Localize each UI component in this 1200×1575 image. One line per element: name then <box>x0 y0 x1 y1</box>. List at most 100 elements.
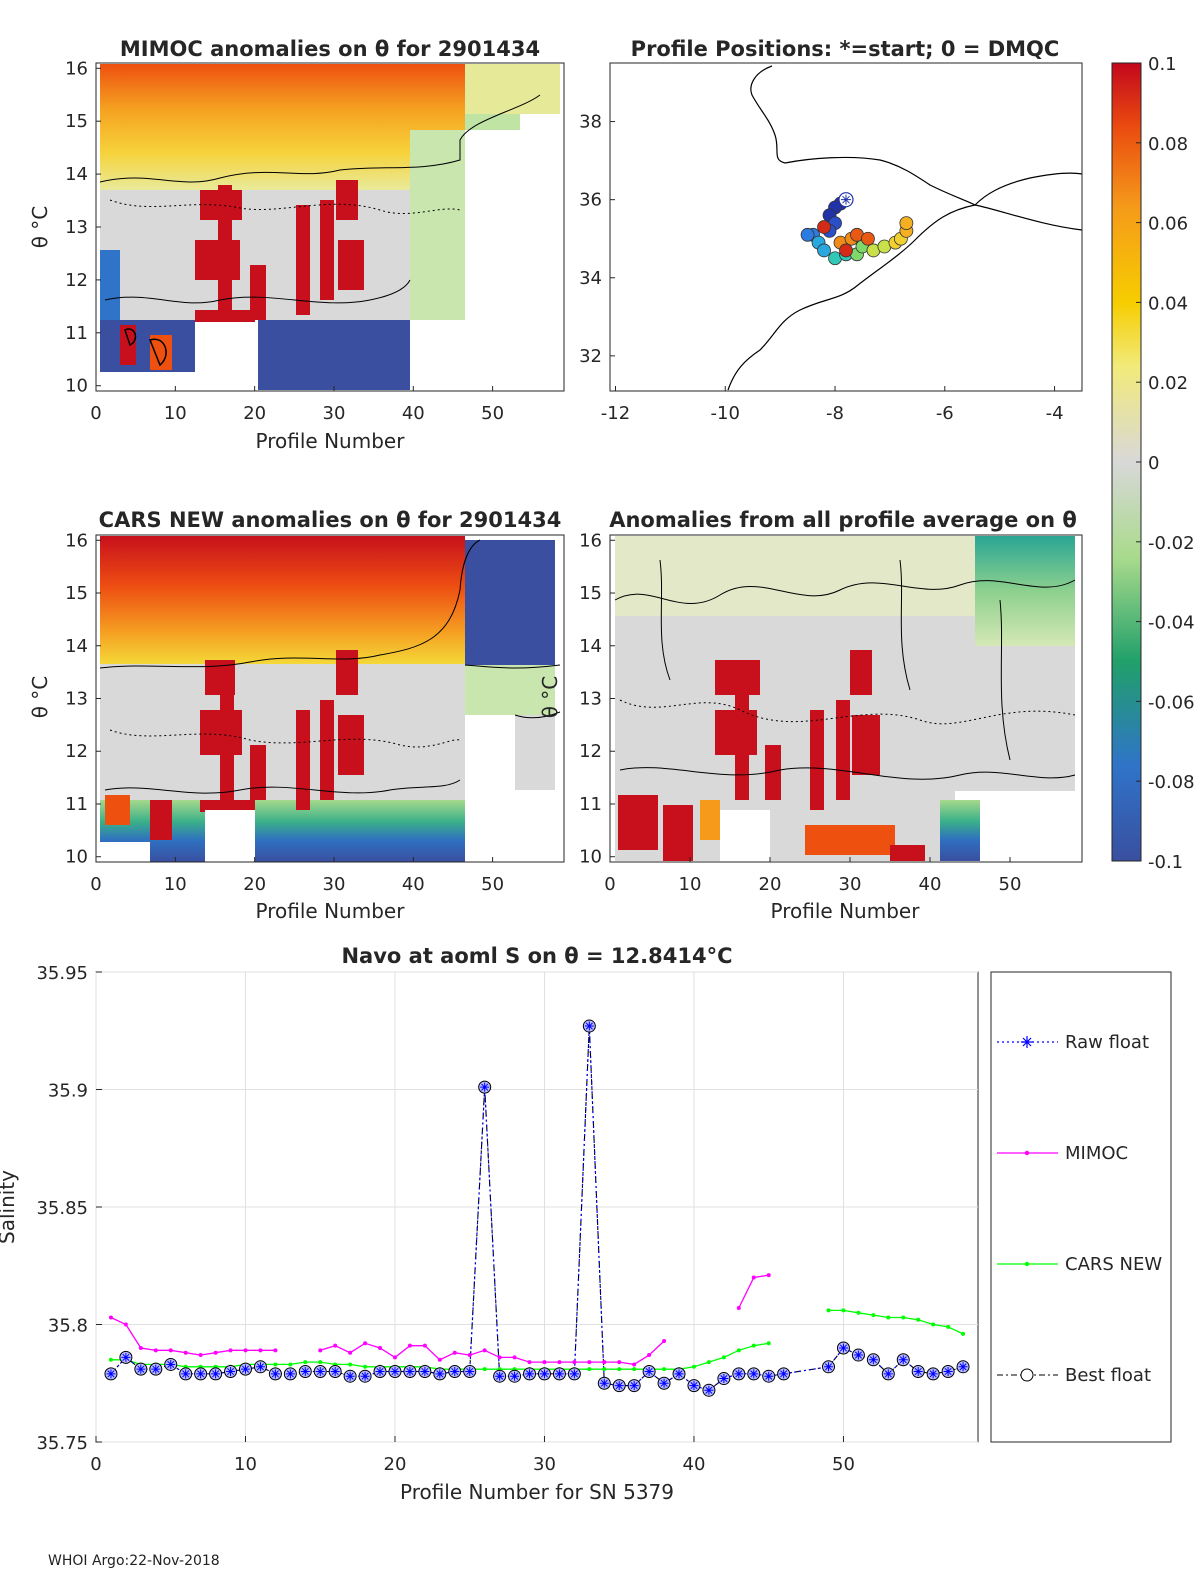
data-point-raw-float <box>166 1359 176 1369</box>
x-tick-label: 40 <box>402 874 425 895</box>
contour-3 <box>619 767 1076 780</box>
data-point-raw-float <box>943 1367 953 1376</box>
profile-position-point <box>839 243 853 258</box>
data-point-mimoc <box>542 1360 547 1365</box>
data-point-mimoc <box>363 1341 368 1346</box>
colorbar-tick-label: -0.04 <box>1148 613 1195 634</box>
y-tick-label: 14 <box>65 164 88 185</box>
colorbar-tick-label: -0.1 <box>1148 852 1183 873</box>
y-tick-label: 14 <box>65 636 88 657</box>
warm-patch-b <box>150 800 172 840</box>
x-tick-label: 30 <box>323 874 346 895</box>
x-tick-label: 20 <box>384 1454 407 1475</box>
coast-iberia <box>750 65 1083 206</box>
streak-3 <box>220 690 234 800</box>
streak-5 <box>296 710 310 810</box>
data-point-mimoc <box>273 1348 278 1353</box>
y-tick-label: 10 <box>65 376 88 397</box>
x-tick-label: 0 <box>90 874 101 895</box>
blank-4 <box>100 842 150 862</box>
data-point-cars-new <box>691 1364 696 1369</box>
streak-3 <box>195 240 240 280</box>
colorbar-tick-label: 0.02 <box>1148 373 1188 394</box>
profile-position-point <box>899 216 914 230</box>
data-point-cars-new <box>856 1310 861 1315</box>
data-point-raw-float <box>584 1021 594 1031</box>
contour-3 <box>104 279 411 304</box>
streak-8 <box>338 715 364 775</box>
mimoc-y-label: θ °C <box>28 206 52 249</box>
data-point-mimoc <box>333 1343 338 1348</box>
contour-2 <box>109 729 461 748</box>
data-point-cars-new <box>602 1367 607 1372</box>
data-point-mimoc <box>153 1348 158 1353</box>
cars-x-ticks: 0 10 20 30 40 50 <box>90 857 504 895</box>
y-tick-label: 36 <box>579 190 602 211</box>
salinity-legend: Raw float MIMOC CARS NEW Best float <box>990 971 1172 1443</box>
data-point-mimoc <box>587 1360 592 1365</box>
positions-axes-box <box>609 62 1083 392</box>
contour-4 <box>464 664 561 719</box>
x-tick-label: 10 <box>164 874 187 895</box>
streak-7 <box>336 650 358 695</box>
streak-5 <box>296 205 310 315</box>
average-title: Anomalies from all profile average on θ <box>609 508 1077 532</box>
colorbar-tick-label: 0.04 <box>1148 293 1188 314</box>
data-point-raw-float <box>315 1367 325 1376</box>
legend-marker <box>1024 1150 1030 1156</box>
data-point-raw-float <box>674 1369 684 1379</box>
data-point-raw-float <box>450 1367 460 1376</box>
data-point-cars-new <box>841 1308 846 1313</box>
data-point-mimoc <box>258 1348 263 1353</box>
mimoc-heatmap-panel: MIMOC anomalies on θ for 2901434 <box>28 37 565 453</box>
streak-7 <box>850 650 872 695</box>
y-tick-label: 35.75 <box>36 1433 88 1454</box>
x-tick-label: 30 <box>323 403 346 424</box>
data-point-raw-float <box>764 1371 774 1381</box>
profile-position-point <box>800 227 815 242</box>
streak-4 <box>250 745 266 800</box>
cars-x-label: Profile Number <box>256 899 406 923</box>
y-tick-label: 10 <box>579 847 602 868</box>
positions-x-ticks: -12 -10 -8 -6 -4 <box>601 386 1064 424</box>
contour-4 <box>659 559 1011 761</box>
neutral-band <box>100 190 465 280</box>
warm-patch-e <box>890 845 925 861</box>
data-point-raw-float <box>255 1362 265 1372</box>
colorbar-tick-label: -0.02 <box>1148 533 1195 554</box>
data-point-raw-float <box>868 1355 878 1365</box>
data-point-cars-new <box>871 1313 876 1318</box>
x-tick-label: -4 <box>1046 403 1064 424</box>
blank-2 <box>465 715 515 862</box>
green-patch <box>410 130 465 320</box>
legend-label: Raw float <box>1065 1032 1149 1053</box>
salinity-panel: Navo at aoml S on θ = 12.8414°C 0 10 20 30 4… <box>0 944 1172 1504</box>
x-tick-label: 50 <box>832 1454 855 1475</box>
data-point-mimoc <box>512 1355 517 1360</box>
warm-patch-b <box>663 805 693 861</box>
data-point-cars-new <box>617 1367 622 1372</box>
mimoc-title: MIMOC anomalies on θ for 2901434 <box>120 37 540 61</box>
colorbar: 0.1 0.08 0.06 0.04 0.02 0 -0.02 -0.04 -0.06 -0.08… <box>1111 54 1195 873</box>
y-tick-label: 35.95 <box>36 963 88 984</box>
colorbar-tick-label: -0.08 <box>1148 772 1195 793</box>
streak-1 <box>715 660 760 695</box>
data-point-raw-float <box>151 1364 161 1374</box>
y-tick-label: 16 <box>579 530 602 551</box>
data-point-raw-float <box>719 1374 729 1384</box>
data-point-raw-float <box>853 1350 863 1360</box>
x-tick-label: 0 <box>604 874 615 895</box>
data-point-raw-float <box>495 1371 505 1381</box>
data-point-mimoc <box>452 1350 457 1355</box>
data-point-cars-new <box>303 1360 308 1365</box>
streak-6 <box>836 700 850 800</box>
blank-4 <box>100 372 200 390</box>
average-x-label: Profile Number <box>771 899 921 923</box>
salinity-y-ticks: 35.75 35.8 35.85 35.9 35.95 <box>36 963 102 1454</box>
x-tick-label: 40 <box>919 874 942 895</box>
colorbar-tick-label: 0.08 <box>1148 134 1188 155</box>
data-point-raw-float <box>779 1369 789 1379</box>
data-point-raw-float <box>480 1082 490 1092</box>
data-point-raw-float <box>614 1381 624 1391</box>
data-point-mimoc <box>243 1348 248 1353</box>
